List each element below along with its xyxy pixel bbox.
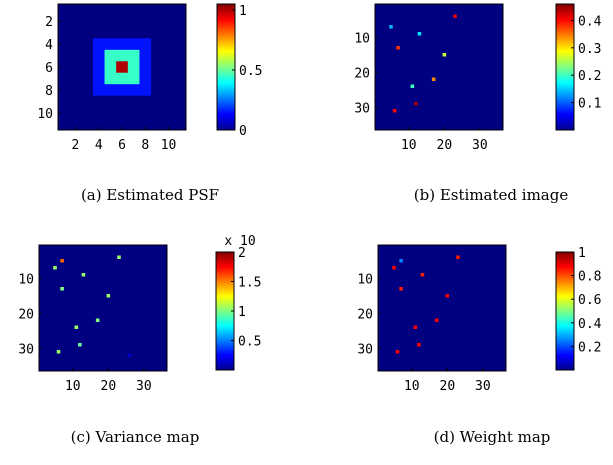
heatmap-point [81,273,86,277]
colorbar-tick-label: 0.4 [578,317,602,332]
colorbar-tick-label: 0.1 [578,97,601,112]
heatmap-point [74,325,79,329]
panel-estimated-image: 10 20 30 10 20 30 0.1 0.2 0.3 0.4 (b) Estimated im… [354,3,602,204]
colorbar [216,3,236,131]
heatmap-point [456,255,460,259]
heatmap-point [399,259,403,263]
axes-frame [374,3,504,131]
colorbar-tick-label: 0.5 [238,335,261,350]
heatmap-point [417,32,422,36]
y-tick-label: 10 [354,31,370,46]
colorbar [555,3,575,131]
colorbar-exponent-label: x 10 [224,234,255,249]
heatmap-point [60,287,64,291]
x-tick-label: 10 [161,138,177,153]
heatmap-point [413,325,418,329]
y-tick-label: 30 [357,342,373,357]
heatmap-cell [116,61,128,73]
y-tick-label: 4 [45,38,53,53]
heatmap-point [117,255,121,259]
heatmap-point [410,84,415,88]
x-tick-label: 8 [141,138,149,153]
heatmap-point [442,53,447,57]
x-tick-label: 20 [101,379,117,394]
colorbar-tick-label: 0.8 [578,270,601,285]
heatmap-point [53,266,57,270]
panel-caption: (c) Variance map [71,428,200,446]
x-tick-label: 10 [404,379,420,394]
y-tick-label: 10 [37,107,53,122]
x-tick-label: 30 [136,379,152,394]
x-tick-label: 2 [72,138,80,153]
heatmap-point [392,266,396,270]
heatmap-point [453,14,457,18]
heatmap-background [375,4,503,130]
heatmap-point [399,287,403,291]
colorbar-tick-label: 1 [578,246,586,261]
heatmap-point [417,343,421,347]
x-tick-label: 30 [475,379,491,394]
y-tick-label: 20 [18,307,34,322]
panel-caption: (d) Weight map [434,428,551,446]
heatmap-point [127,353,132,357]
y-tick-label: 8 [45,84,53,99]
x-tick-label: 4 [95,138,103,153]
heatmap-point [78,343,82,347]
heatmap-point [395,350,400,354]
axes-frame [377,244,507,372]
heatmap-point [420,273,425,277]
heatmap-point [56,350,61,354]
x-tick-label: 20 [440,379,456,394]
colorbar-tick-label: 0.4 [578,14,602,29]
y-tick-label: 20 [357,307,373,322]
heatmap-point [106,294,111,298]
heatmap-background [378,245,506,371]
heatmap-point [392,109,397,113]
colorbar [555,251,575,371]
colorbar-tick-label: 0.3 [578,42,601,57]
colorbar-tick-label: 0.6 [578,293,601,308]
colorbar-tick-label: 0 [239,124,247,139]
heatmap-point [389,25,393,29]
heatmap-point [60,259,64,263]
y-tick-label: 20 [354,66,370,81]
colorbar-tick-label: 1.5 [238,276,261,291]
colorbar-tick-label: 0.2 [578,69,601,84]
y-tick-label: 10 [18,272,34,287]
colorbar-tick-label: 1 [238,305,246,320]
colorbar-tick-label: 2 [238,246,246,261]
panel-weight-map: 10 20 30 10 20 30 0.2 0.4 0.6 0.8 1 (d) Weight map [357,244,602,446]
x-tick-label: 30 [472,138,488,153]
heatmap-point [396,46,400,50]
x-tick-label: 10 [401,138,417,153]
heatmap-point [434,318,439,322]
x-tick-label: 20 [437,138,453,153]
panel-caption: (b) Estimated image [414,186,569,204]
colorbar-tick-label: 0.2 [578,340,601,355]
x-tick-label: 6 [118,138,126,153]
x-tick-label: 10 [65,379,81,394]
colorbar-tick-label: 1 [239,4,247,19]
y-tick-label: 10 [357,272,373,287]
heatmap-point [95,318,100,322]
y-tick-label: 6 [45,61,53,76]
y-tick-label: 2 [45,15,53,30]
colorbar-tick-label: 0.5 [239,64,262,79]
y-tick-label: 30 [18,342,34,357]
panel-variance-map: 10 20 30 10 20 30 0.5 1 1.5 2x 10 (c) Variance map [18,234,261,446]
axes-frame [38,244,168,372]
panel-caption: (a) Estimated PSF [81,186,219,204]
heatmap-point [445,294,450,298]
heatmap-point [431,77,436,81]
y-tick-label: 30 [354,101,370,116]
heatmap-point [414,102,418,106]
